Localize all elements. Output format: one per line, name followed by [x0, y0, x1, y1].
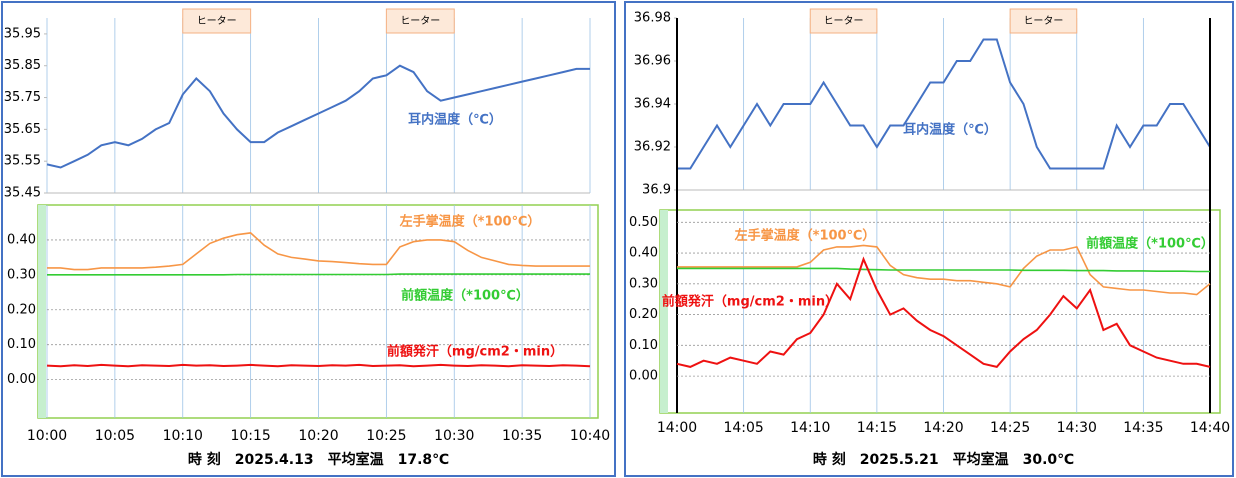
series-line	[46, 64, 590, 169]
y-tick-label: 36.92	[634, 140, 671, 155]
x-tick-label: 10:05	[95, 428, 135, 444]
x-tick-label: 10:00	[27, 428, 67, 444]
x-tick-label: 14:35	[1123, 420, 1163, 436]
series-line	[677, 244, 1211, 296]
x-tick-label: 14:10	[790, 420, 830, 436]
y-tick-label: 35.85	[4, 58, 41, 73]
series-label: 前額温度（*100℃）	[1086, 236, 1214, 252]
x-tick-label: 14:00	[657, 420, 697, 436]
y-tick-label: 35.65	[4, 122, 41, 137]
series-line	[676, 256, 1211, 369]
x-tick-label: 10:10	[163, 428, 203, 444]
heater-label: ヒーター	[400, 15, 440, 27]
heater-box	[1009, 8, 1078, 34]
x-tick-label: 10:25	[366, 428, 406, 444]
x-tick-label: 10:15	[230, 428, 270, 444]
x-tick-label: 14:15	[857, 420, 897, 436]
series-line	[677, 267, 1210, 273]
y-tick-label: 0.00	[7, 372, 36, 387]
y-tick-label: 0.30	[7, 267, 36, 282]
x-tick-label: 10:35	[502, 428, 542, 444]
series-label: 耳内温度（℃）	[408, 112, 502, 128]
x-tick-label: 14:05	[723, 420, 763, 436]
series-line	[46, 363, 591, 368]
y-tick-label: 35.95	[4, 26, 41, 41]
series-line	[677, 38, 1211, 170]
y-tick-label: 0.10	[7, 337, 36, 352]
heater-box	[182, 8, 252, 34]
y-tick-label: 0.30	[629, 276, 658, 291]
panel-border	[624, 1, 1234, 477]
y-tick-label: 35.55	[4, 154, 41, 169]
heater-box	[809, 8, 878, 34]
x-tick-label: 10:30	[434, 428, 474, 444]
series-line	[47, 273, 590, 276]
y-tick-label: 36.96	[634, 54, 671, 69]
series-label: 前額発汗（mg/cm2・min）	[662, 294, 838, 310]
x-tick-label: 14:30	[1057, 420, 1097, 436]
y-tick-label: 35.45	[4, 186, 41, 201]
x-tick-label: 10:40	[570, 428, 610, 444]
x-axis-title: 時 刻 2025.5.21 平均室温 30.0℃	[813, 451, 1074, 468]
y-tick-label: 0.40	[7, 232, 36, 247]
series-label: 前額温度（*100℃）	[401, 288, 529, 304]
heater-label: ヒーター	[197, 15, 237, 27]
y-tick-label: 0.20	[7, 302, 36, 317]
x-tick-label: 14:25	[990, 420, 1030, 436]
series-line	[47, 232, 590, 271]
y-tick-label: 0.00	[629, 369, 658, 384]
series-label: 左手掌温度（*100℃）	[400, 214, 541, 230]
series-label: 前額発汗（mg/cm2・min）	[387, 344, 563, 360]
series-label: 耳内温度（℃）	[903, 122, 997, 138]
y-tick-label: 36.9	[642, 183, 671, 198]
y-tick-label: 35.75	[4, 90, 41, 105]
heater-label: ヒーター	[824, 15, 864, 27]
x-axis-title: 時 刻 2025.4.13 平均室温 17.8℃	[188, 451, 449, 468]
y-tick-label: 36.98	[634, 11, 671, 26]
plot-strip	[38, 205, 46, 418]
heater-box	[385, 8, 455, 34]
x-tick-label: 14:40	[1190, 420, 1230, 436]
x-tick-label: 14:20	[923, 420, 963, 436]
y-tick-label: 0.40	[629, 246, 658, 261]
heater-label: ヒーター	[1023, 15, 1063, 27]
y-tick-label: 0.50	[629, 215, 658, 230]
x-tick-label: 10:20	[298, 428, 338, 444]
y-tick-label: 0.20	[629, 307, 658, 322]
y-tick-label: 36.94	[634, 97, 671, 112]
series-label: 左手掌温度（*100℃）	[735, 228, 876, 244]
plot-frame	[37, 204, 599, 419]
y-tick-label: 0.10	[629, 338, 658, 353]
plot-strip	[660, 210, 668, 413]
panel-border	[1, 1, 616, 477]
